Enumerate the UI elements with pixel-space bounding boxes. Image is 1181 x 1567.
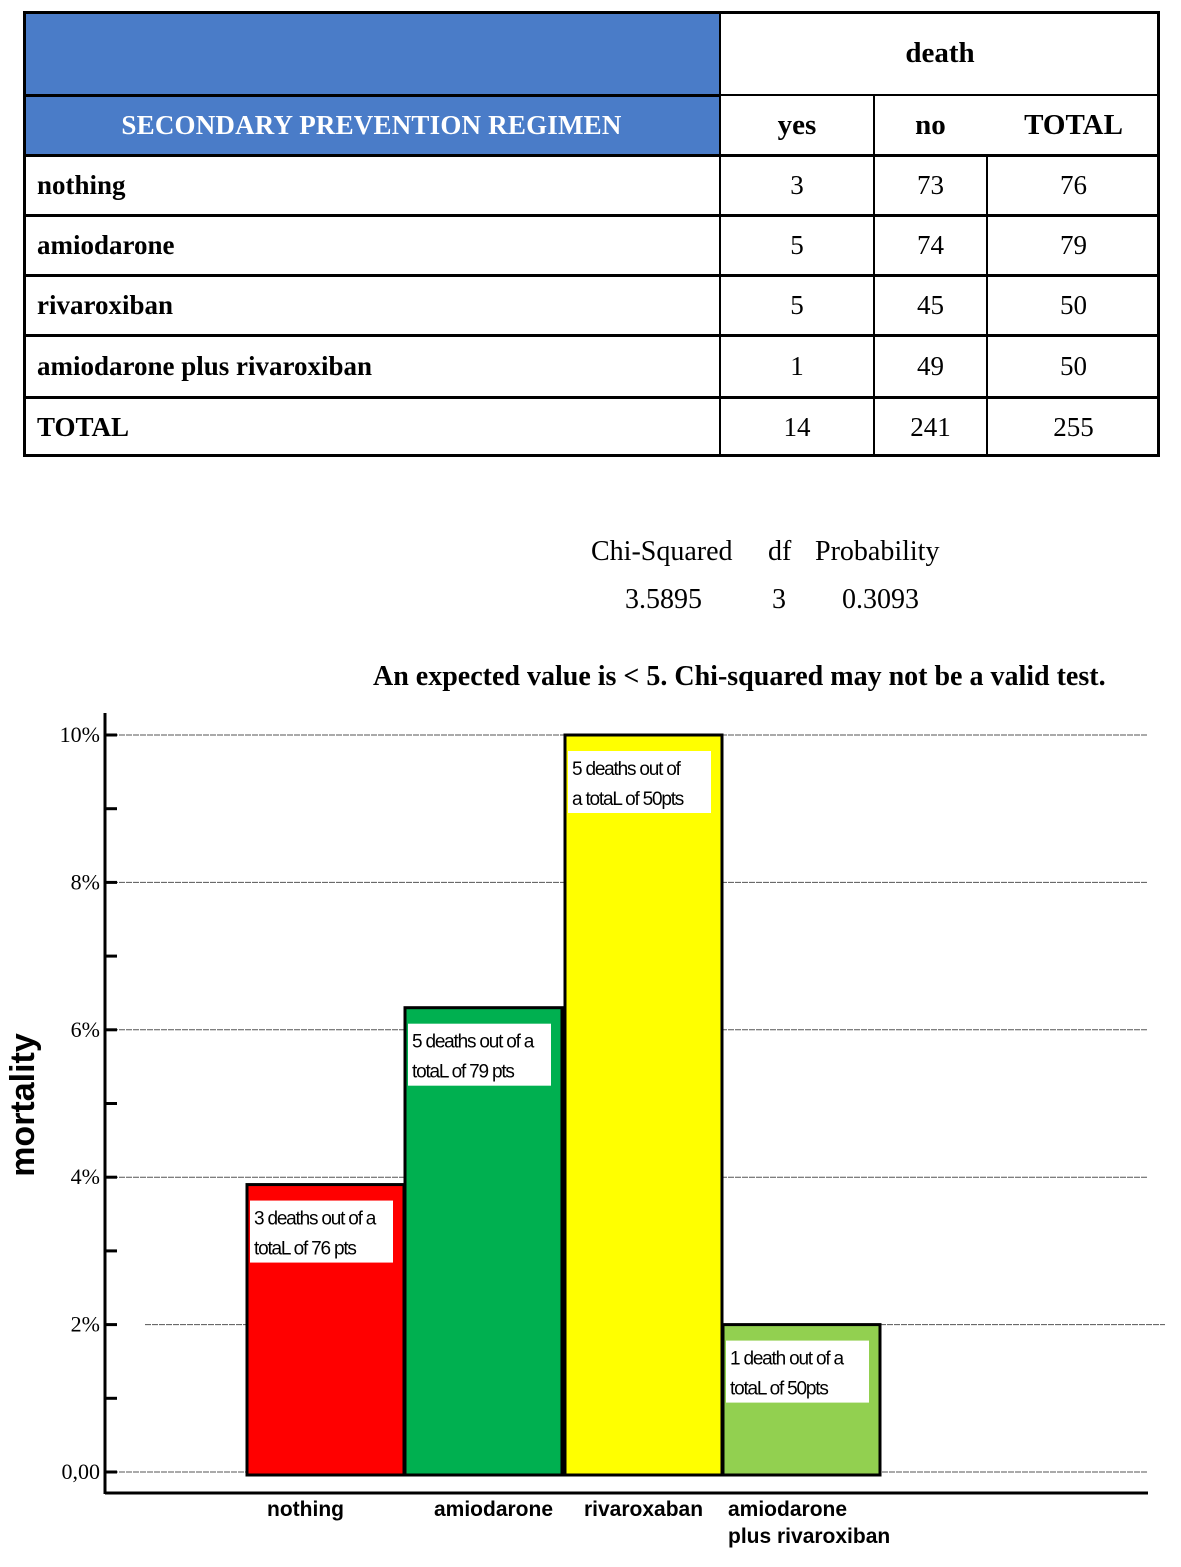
row-label-amiodarone: amiodarone xyxy=(37,229,175,260)
cell-total: 50 xyxy=(1060,350,1087,381)
bar-annotation-text: 3 deaths out of a xyxy=(254,1209,377,1230)
bar-annotation-box xyxy=(568,751,711,813)
x-category-label: rivaroxaban xyxy=(584,1498,703,1521)
table-border-bottom xyxy=(23,454,1160,457)
cell-yes: 3 xyxy=(790,169,804,200)
cell-yes: 14 xyxy=(783,411,811,442)
cell-yes: 1 xyxy=(790,350,804,381)
group-header-death: death xyxy=(905,36,975,69)
stat-value-probability: 0.3093 xyxy=(842,584,919,615)
row-header: SECONDARY PREVENTION REGIMEN xyxy=(23,95,720,155)
bar-annotation-text: 1 death out of a xyxy=(730,1349,844,1370)
row-label-rivaroxiban: rivaroxiban xyxy=(37,289,174,320)
x-category-label: plus rivaroxiban xyxy=(728,1525,890,1548)
cell-yes: 5 xyxy=(790,229,804,260)
x-category-label: amiodarone xyxy=(434,1498,553,1521)
col-header-yes: yes xyxy=(777,108,817,141)
cell-no: 49 xyxy=(917,350,944,381)
bar-annotation-text: totaL of 76 pts xyxy=(254,1239,356,1260)
bar-annotation-text: totaL of 50pts xyxy=(730,1379,828,1400)
y-tick-label: 4% xyxy=(71,1164,100,1189)
row-label-nothing: nothing xyxy=(37,169,126,200)
table-col-rule xyxy=(986,155,988,457)
table-rule xyxy=(23,94,720,97)
bar-rivaroxaban xyxy=(563,733,724,1477)
y-tick-label: 6% xyxy=(71,1017,100,1042)
bar-annotation-box xyxy=(408,1023,551,1086)
x-category-label: nothing xyxy=(267,1498,344,1521)
cell-total: 255 xyxy=(1053,411,1094,442)
chi-squared-warning: An expected value is < 5. Chi-squared ma… xyxy=(373,661,1106,692)
bar-annotation-text: 5 deaths out of xyxy=(572,759,682,780)
bar-annotation-box xyxy=(250,1200,393,1263)
bar-annotation-text: 5 deaths out of a xyxy=(412,1032,535,1053)
col-header-no: no xyxy=(915,108,946,141)
cell-no: 73 xyxy=(917,169,944,200)
y-tick-label: 10% xyxy=(60,722,100,747)
y-tick-label: 2% xyxy=(71,1312,100,1337)
table-col-rule xyxy=(719,11,721,457)
y-axis-label: mortality xyxy=(4,1033,42,1177)
row-label-amiodarone-plus-rivaroxiban: amiodarone plus rivaroxiban xyxy=(37,350,373,381)
y-tick-label: 8% xyxy=(71,869,100,894)
header-blue-top xyxy=(23,11,720,95)
x-category-label: amiodarone xyxy=(728,1498,847,1521)
mortality-bar-chart: 0,00 2% 4% 6% 8% 10% 3 deaths out of a totaL of… xyxy=(4,713,1165,1548)
cell-total: 79 xyxy=(1060,229,1087,260)
row-label-total: TOTAL xyxy=(37,411,130,442)
bar-annotation-text: a totaL of 50pts xyxy=(572,789,684,810)
contingency-table: SECONDARY PREVENTION REGIMEN death yes n… xyxy=(23,11,1160,457)
table-rule xyxy=(23,396,1160,399)
col-header-total: TOTAL xyxy=(1024,108,1123,141)
cell-no: 74 xyxy=(917,229,944,260)
bar-annotation-text: totaL of 79 pts xyxy=(412,1062,514,1083)
cell-no: 45 xyxy=(917,289,944,320)
table-border-top xyxy=(23,11,1160,14)
table-rule xyxy=(23,274,1160,277)
cell-no: 241 xyxy=(910,411,951,442)
stat-value-df: 3 xyxy=(772,584,786,615)
cell-yes: 5 xyxy=(790,289,804,320)
bar-annotation-box xyxy=(726,1340,869,1403)
cell-total: 76 xyxy=(1060,169,1087,200)
table-rule xyxy=(23,154,1160,157)
stat-header-chi-squared: Chi-Squared xyxy=(591,536,733,567)
table-rule xyxy=(23,334,1160,337)
cell-total: 50 xyxy=(1060,289,1087,320)
stat-header-probability: Probability xyxy=(815,536,940,567)
stat-value-chi-squared: 3.5895 xyxy=(625,584,702,615)
table-rule xyxy=(720,94,1160,96)
table-border-left xyxy=(23,11,26,457)
table-rule xyxy=(23,214,1160,217)
table-border-right xyxy=(1157,11,1160,457)
stat-header-df: df xyxy=(768,536,792,567)
y-tick-label: 0,00 xyxy=(62,1459,101,1484)
table-col-rule xyxy=(873,95,875,457)
